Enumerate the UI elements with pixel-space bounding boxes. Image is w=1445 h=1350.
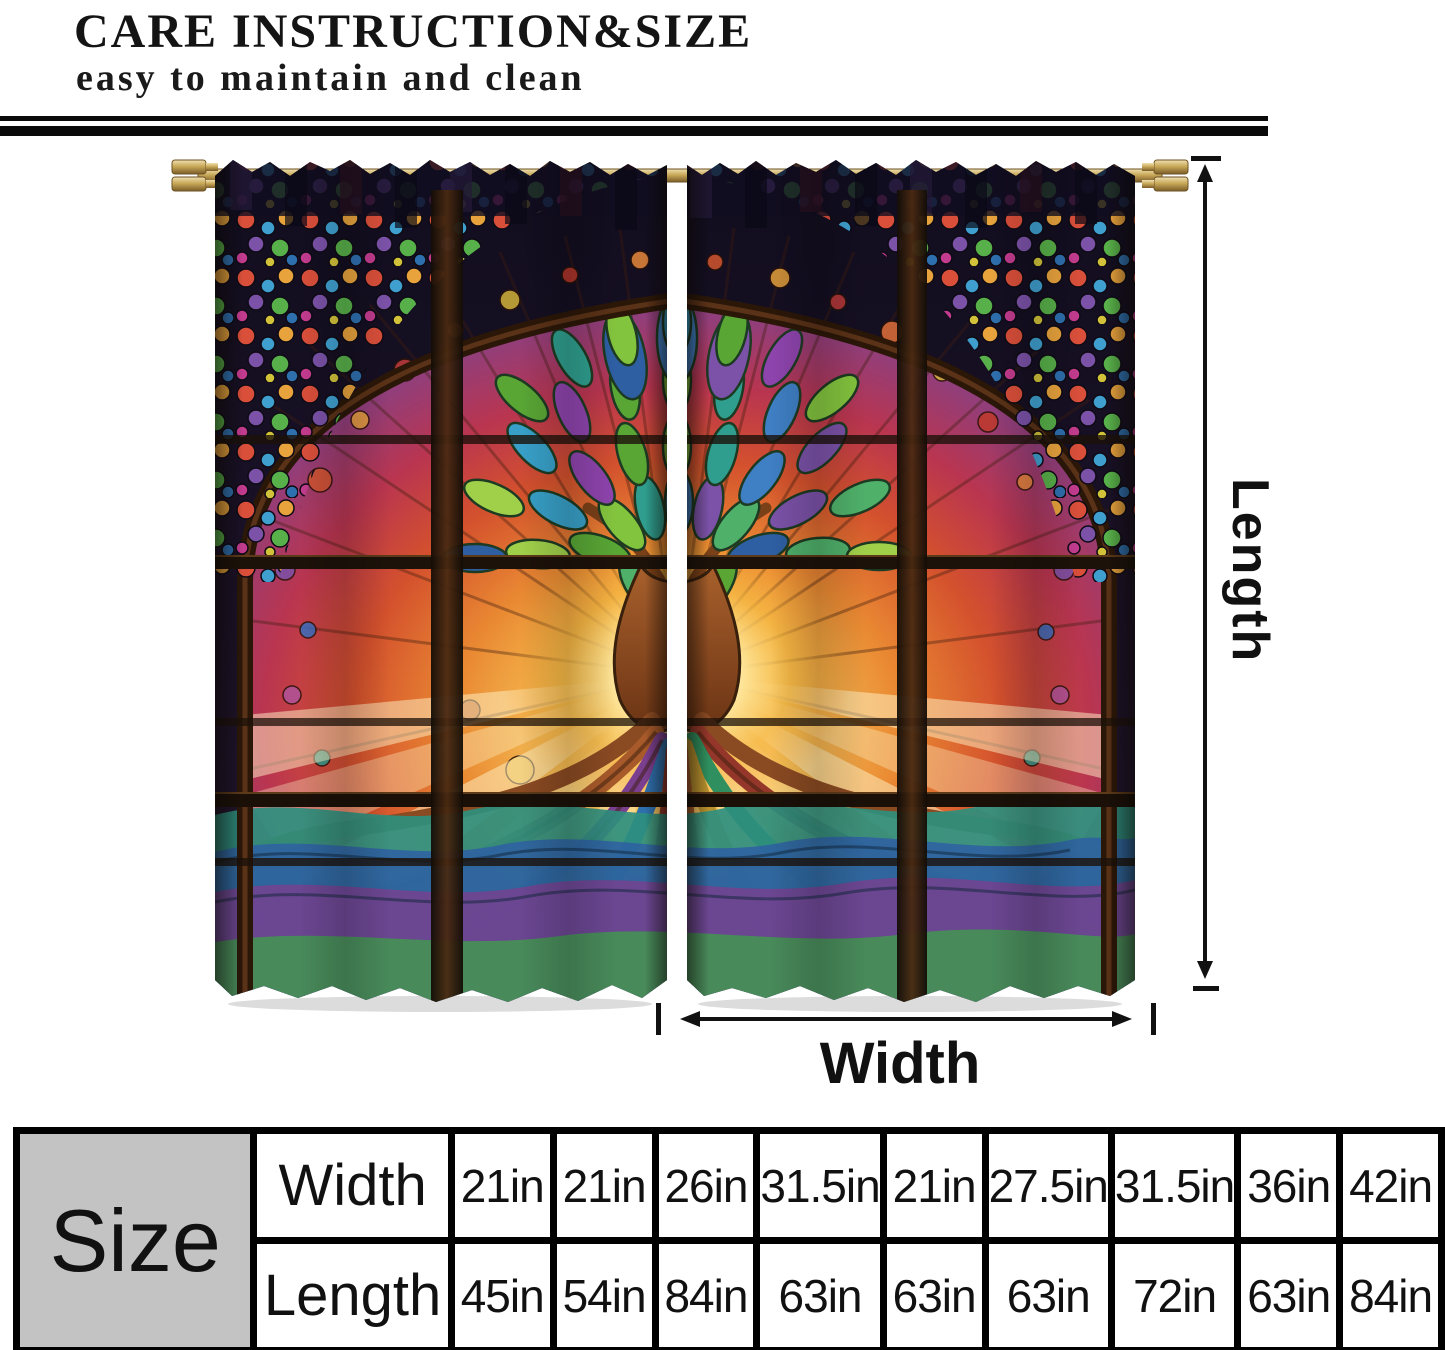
length-value: 84in bbox=[1336, 1237, 1445, 1350]
size-corner-cell: Size bbox=[12, 1127, 258, 1350]
length-dimension-arrow bbox=[1191, 156, 1221, 991]
width-value: 42in bbox=[1336, 1127, 1445, 1244]
length-value: 63in bbox=[879, 1237, 989, 1350]
divider-line-thin bbox=[0, 116, 1268, 121]
page-subtitle: easy to maintain and clean bbox=[76, 57, 585, 99]
length-row-label: Length bbox=[250, 1237, 455, 1350]
length-value: 72in bbox=[1107, 1237, 1242, 1350]
width-value: 31.5in bbox=[1107, 1127, 1242, 1244]
rod-finial-left bbox=[171, 159, 218, 192]
length-value: 84in bbox=[651, 1237, 761, 1350]
table-row-width: Size Width 21in 21in 26in 31.5in 21in 27… bbox=[12, 1127, 1445, 1350]
panel-shadow-right bbox=[698, 996, 1122, 1012]
table-row-length: Length 45in 54in 84in 63in 63in 63in 72i… bbox=[17, 1237, 1445, 1350]
width-value: 27.5in bbox=[981, 1127, 1115, 1244]
width-value: 21in bbox=[549, 1127, 659, 1244]
width-row-label: Width bbox=[250, 1127, 455, 1244]
width-value: 31.5in bbox=[753, 1127, 887, 1244]
size-chart-table: Size Width 21in 21in 26in 31.5in 21in 27… bbox=[12, 1127, 1445, 1350]
panel-shadow-left bbox=[228, 996, 652, 1012]
divider-line-thick bbox=[0, 126, 1268, 136]
width-value: 26in bbox=[651, 1127, 761, 1244]
stained-glass-curtains-illustration bbox=[171, 159, 1189, 1012]
width-dimension-arrow bbox=[656, 1003, 1156, 1035]
length-label: Length bbox=[1221, 478, 1279, 664]
length-value: 63in bbox=[1234, 1237, 1344, 1350]
length-value: 45in bbox=[447, 1237, 557, 1350]
page-title: CARE INSTRUCTION&SIZE bbox=[74, 5, 753, 58]
width-value: 21in bbox=[879, 1127, 989, 1244]
rod-finial-right bbox=[1142, 159, 1189, 192]
curtain-product-image bbox=[170, 150, 1190, 1012]
length-value: 54in bbox=[549, 1237, 659, 1350]
length-value: 63in bbox=[981, 1237, 1115, 1350]
width-value: 21in bbox=[447, 1127, 557, 1244]
width-label: Width bbox=[819, 1031, 981, 1096]
width-value: 36in bbox=[1234, 1127, 1344, 1244]
length-value: 63in bbox=[753, 1237, 887, 1350]
